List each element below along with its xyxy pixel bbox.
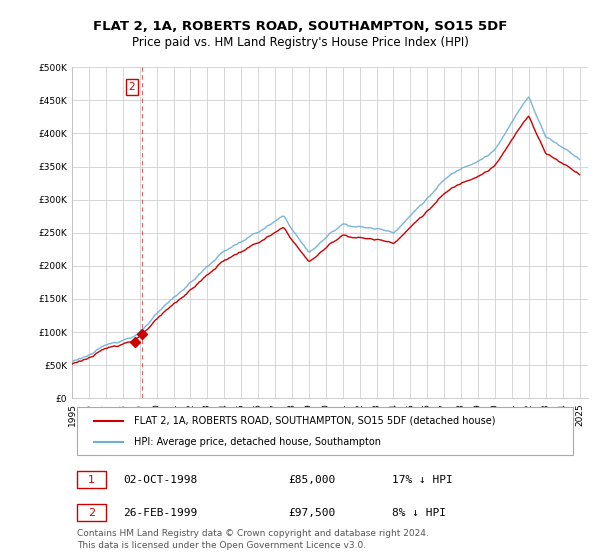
Text: Price paid vs. HM Land Registry's House Price Index (HPI): Price paid vs. HM Land Registry's House … [131,36,469,49]
Text: 2: 2 [129,82,136,92]
Text: £85,000: £85,000 [289,474,336,484]
FancyBboxPatch shape [77,505,106,521]
Text: 1: 1 [88,474,95,484]
FancyBboxPatch shape [77,472,106,488]
Text: 26-FEB-1999: 26-FEB-1999 [124,508,198,517]
Text: HPI: Average price, detached house, Southampton: HPI: Average price, detached house, Sout… [134,437,381,447]
Text: 2: 2 [88,508,95,517]
Text: 17% ↓ HPI: 17% ↓ HPI [392,474,452,484]
Text: FLAT 2, 1A, ROBERTS ROAD, SOUTHAMPTON, SO15 5DF (detached house): FLAT 2, 1A, ROBERTS ROAD, SOUTHAMPTON, S… [134,416,496,426]
Text: This data is licensed under the Open Government Licence v3.0.: This data is licensed under the Open Gov… [77,542,366,550]
Text: FLAT 2, 1A, ROBERTS ROAD, SOUTHAMPTON, SO15 5DF: FLAT 2, 1A, ROBERTS ROAD, SOUTHAMPTON, S… [93,20,507,32]
Text: £97,500: £97,500 [289,508,336,517]
FancyBboxPatch shape [77,407,572,455]
Text: Contains HM Land Registry data © Crown copyright and database right 2024.: Contains HM Land Registry data © Crown c… [77,529,429,538]
Text: 8% ↓ HPI: 8% ↓ HPI [392,508,446,517]
Text: 02-OCT-1998: 02-OCT-1998 [124,474,198,484]
